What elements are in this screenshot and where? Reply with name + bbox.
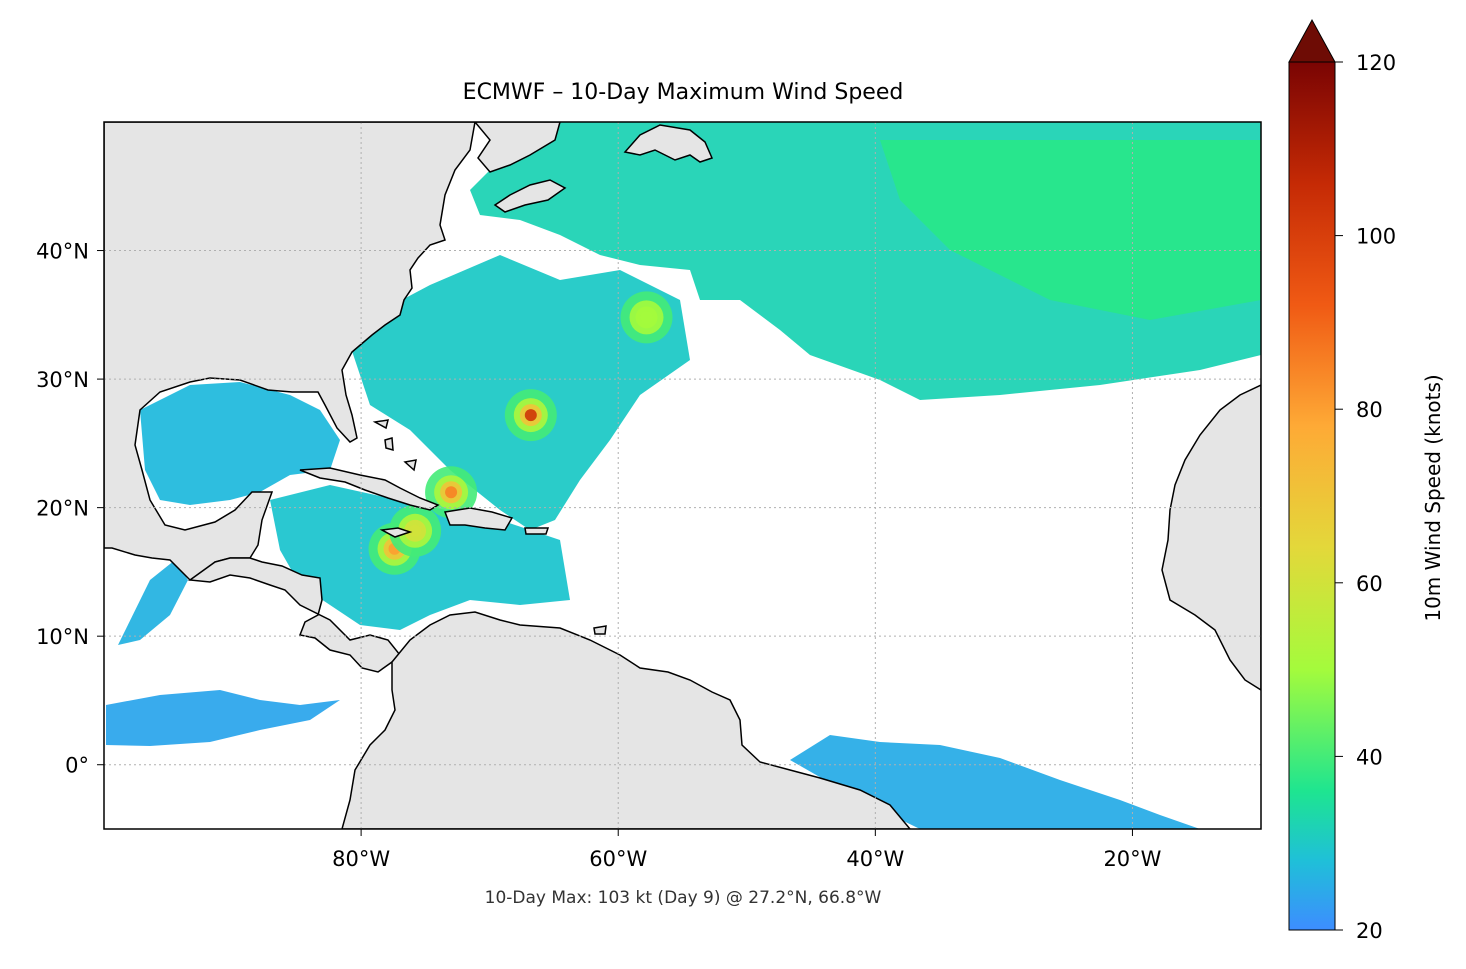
wind-swath — [790, 735, 1200, 829]
colorbar-ticks: 20 40 60 80 100 120 — [1335, 51, 1396, 943]
land-trinidad — [593, 625, 607, 635]
wind-swath — [106, 690, 340, 746]
colorbar-tick-label: 60 — [1356, 572, 1383, 596]
wind-swath — [345, 255, 690, 530]
lat-tick-label: 10°N — [36, 625, 89, 649]
colorbar-tick-label: 100 — [1356, 225, 1396, 249]
storm-core — [524, 409, 537, 422]
colorbar-tick-label: 120 — [1356, 51, 1396, 75]
lat-tick-label: 40°N — [36, 240, 89, 264]
map-area — [103, 121, 1262, 830]
land-hispaniola — [443, 507, 514, 531]
land-south-america — [341, 611, 911, 829]
map-title: ECMWF – 10-Day Maximum Wind Speed — [463, 80, 904, 105]
lat-tick-label: 30°N — [36, 368, 89, 392]
longitude-axis: 80°W 60°W 40°W 20°W — [332, 829, 1162, 871]
max-wind-annotation: 10-Day Max: 103 kt (Day 9) @ 27.2°N, 66.… — [485, 888, 882, 908]
storm-core — [445, 486, 458, 499]
lon-tick-label: 60°W — [589, 847, 647, 871]
map-frame — [103, 121, 1262, 830]
land-newfoundland — [623, 124, 714, 163]
storm-core — [409, 524, 422, 537]
colorbar-extend-max — [1288, 18, 1336, 63]
wind-swath — [118, 560, 188, 645]
colorbar-label: 10m Wind Speed (knots) — [1421, 374, 1445, 621]
colorbar-ramp — [1288, 61, 1336, 931]
wind-speed-field — [106, 122, 1261, 829]
colorbar-tick-label: 20 — [1356, 919, 1383, 943]
land-africa — [1161, 384, 1261, 691]
lon-tick-label: 20°W — [1103, 847, 1161, 871]
land-labrador — [474, 122, 561, 173]
lon-tick-label: 80°W — [332, 847, 390, 871]
colorbar-tick-label: 80 — [1356, 398, 1383, 422]
lon-tick-label: 40°W — [846, 847, 904, 871]
wind-swath — [880, 140, 1261, 320]
land-puerto-rico — [524, 527, 550, 535]
lat-tick-label: 20°N — [36, 497, 89, 521]
lat-tick-label: 0° — [65, 754, 89, 778]
land-bahamas — [372, 419, 417, 472]
wind-swath — [140, 382, 340, 505]
land-layer — [104, 122, 1261, 829]
land-central-america — [187, 557, 402, 673]
colorbar: 20 40 60 80 100 120 10m Wind Speed (knots) — [1288, 18, 1445, 943]
land-jamaica — [379, 527, 413, 538]
land-nova-scotia — [493, 179, 567, 213]
storm-core — [640, 311, 653, 324]
latitude-axis: 40°N 30°N 20°N 10°N 0° — [36, 240, 104, 778]
colorbar-tick-label: 40 — [1356, 745, 1383, 769]
